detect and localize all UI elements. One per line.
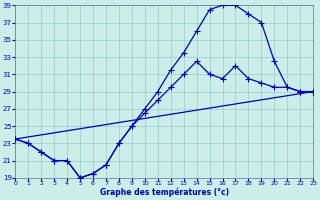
X-axis label: Graphe des températures (°c): Graphe des températures (°c) [100,188,229,197]
